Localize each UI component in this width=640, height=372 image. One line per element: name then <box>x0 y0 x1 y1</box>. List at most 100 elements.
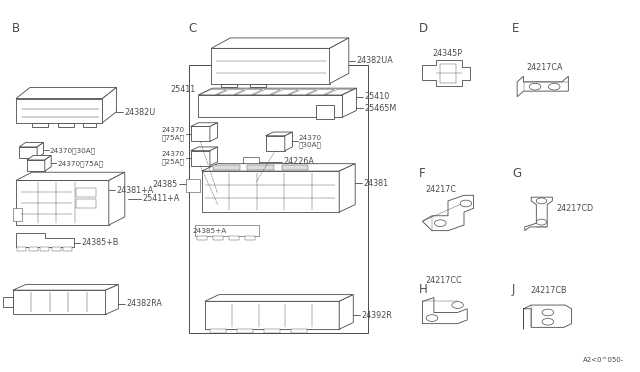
Polygon shape <box>517 76 568 97</box>
Text: 24370
〃75A〄: 24370 〃75A〄 <box>161 127 184 141</box>
Text: A2<0^050-: A2<0^050- <box>583 357 624 363</box>
Circle shape <box>426 315 438 321</box>
Text: 24217CC: 24217CC <box>426 276 462 285</box>
Bar <box>13 290 106 314</box>
Text: E: E <box>512 22 520 35</box>
Bar <box>191 151 210 166</box>
Bar <box>195 225 259 236</box>
Bar <box>266 136 285 151</box>
Circle shape <box>529 83 541 90</box>
Circle shape <box>548 83 560 90</box>
Text: 24217CB: 24217CB <box>530 286 566 295</box>
Polygon shape <box>326 90 353 95</box>
Text: 24385: 24385 <box>153 180 178 189</box>
Polygon shape <box>211 38 349 48</box>
Text: H: H <box>419 283 428 296</box>
Bar <box>210 329 226 333</box>
Bar <box>19 147 37 158</box>
Text: 24385+B: 24385+B <box>81 238 118 247</box>
Polygon shape <box>285 132 292 151</box>
Bar <box>16 180 109 225</box>
Polygon shape <box>106 285 118 314</box>
Polygon shape <box>422 195 474 231</box>
Text: C: C <box>189 22 197 35</box>
Text: 24217CD: 24217CD <box>557 204 594 213</box>
Text: 25465M: 25465M <box>364 104 396 113</box>
Polygon shape <box>290 90 316 95</box>
Polygon shape <box>524 305 572 329</box>
Text: 25411: 25411 <box>170 85 195 94</box>
Polygon shape <box>16 232 74 247</box>
Bar <box>211 48 330 84</box>
Bar <box>440 64 456 83</box>
Polygon shape <box>422 60 470 86</box>
Bar <box>83 123 96 127</box>
Bar <box>198 95 342 117</box>
Text: 24382U: 24382U <box>124 108 156 117</box>
Text: 24370
〃30A〄: 24370 〃30A〄 <box>299 135 322 148</box>
Bar <box>3 298 13 307</box>
Polygon shape <box>45 155 51 171</box>
Text: 24345P: 24345P <box>432 49 462 58</box>
Text: 24385+A: 24385+A <box>192 228 227 234</box>
Text: 25411+A: 25411+A <box>142 194 179 203</box>
Text: G: G <box>512 167 521 180</box>
Text: F: F <box>419 167 426 180</box>
Bar <box>29 247 38 251</box>
Bar <box>213 236 223 240</box>
Bar <box>264 329 280 333</box>
Bar <box>186 179 200 192</box>
Polygon shape <box>205 295 353 301</box>
Bar <box>282 165 308 170</box>
Polygon shape <box>37 142 44 158</box>
Polygon shape <box>210 147 218 166</box>
Bar <box>247 165 274 170</box>
Text: 25410: 25410 <box>364 92 389 101</box>
Bar <box>58 123 74 127</box>
Polygon shape <box>210 123 218 141</box>
Polygon shape <box>191 123 218 126</box>
Bar <box>27 160 45 171</box>
Text: 24382RA: 24382RA <box>126 299 162 308</box>
Bar <box>250 84 266 87</box>
Bar <box>291 329 307 333</box>
Bar <box>63 247 72 251</box>
Polygon shape <box>339 295 353 329</box>
Circle shape <box>536 198 547 204</box>
Text: 24370〃30A〄: 24370〃30A〄 <box>50 147 96 154</box>
Text: 24381: 24381 <box>363 179 388 187</box>
Polygon shape <box>525 197 552 231</box>
Bar <box>237 329 253 333</box>
Bar <box>221 84 237 87</box>
Text: 24217C: 24217C <box>426 185 456 194</box>
Circle shape <box>536 219 547 225</box>
Text: 24381+A: 24381+A <box>116 186 154 195</box>
Polygon shape <box>27 155 51 160</box>
Text: B: B <box>12 22 20 35</box>
Bar <box>245 236 255 240</box>
Bar <box>76 188 95 197</box>
Circle shape <box>460 200 472 207</box>
Text: 24226A: 24226A <box>283 157 314 166</box>
Polygon shape <box>330 38 349 84</box>
Polygon shape <box>308 90 334 95</box>
Polygon shape <box>102 87 116 123</box>
Text: 24370
〃25A〄: 24370 〃25A〄 <box>161 151 184 165</box>
Polygon shape <box>198 88 356 95</box>
Circle shape <box>452 302 463 308</box>
Polygon shape <box>109 172 125 225</box>
Text: J: J <box>512 283 515 296</box>
Polygon shape <box>218 90 244 95</box>
Bar <box>32 123 48 127</box>
Bar <box>317 105 334 119</box>
Text: D: D <box>419 22 428 35</box>
Polygon shape <box>339 164 355 212</box>
Polygon shape <box>266 132 292 136</box>
Polygon shape <box>253 90 280 95</box>
Polygon shape <box>272 90 298 95</box>
Text: 24382UA: 24382UA <box>356 56 393 65</box>
Polygon shape <box>16 87 116 99</box>
Bar <box>52 247 61 251</box>
Polygon shape <box>422 298 467 324</box>
Circle shape <box>542 318 554 325</box>
